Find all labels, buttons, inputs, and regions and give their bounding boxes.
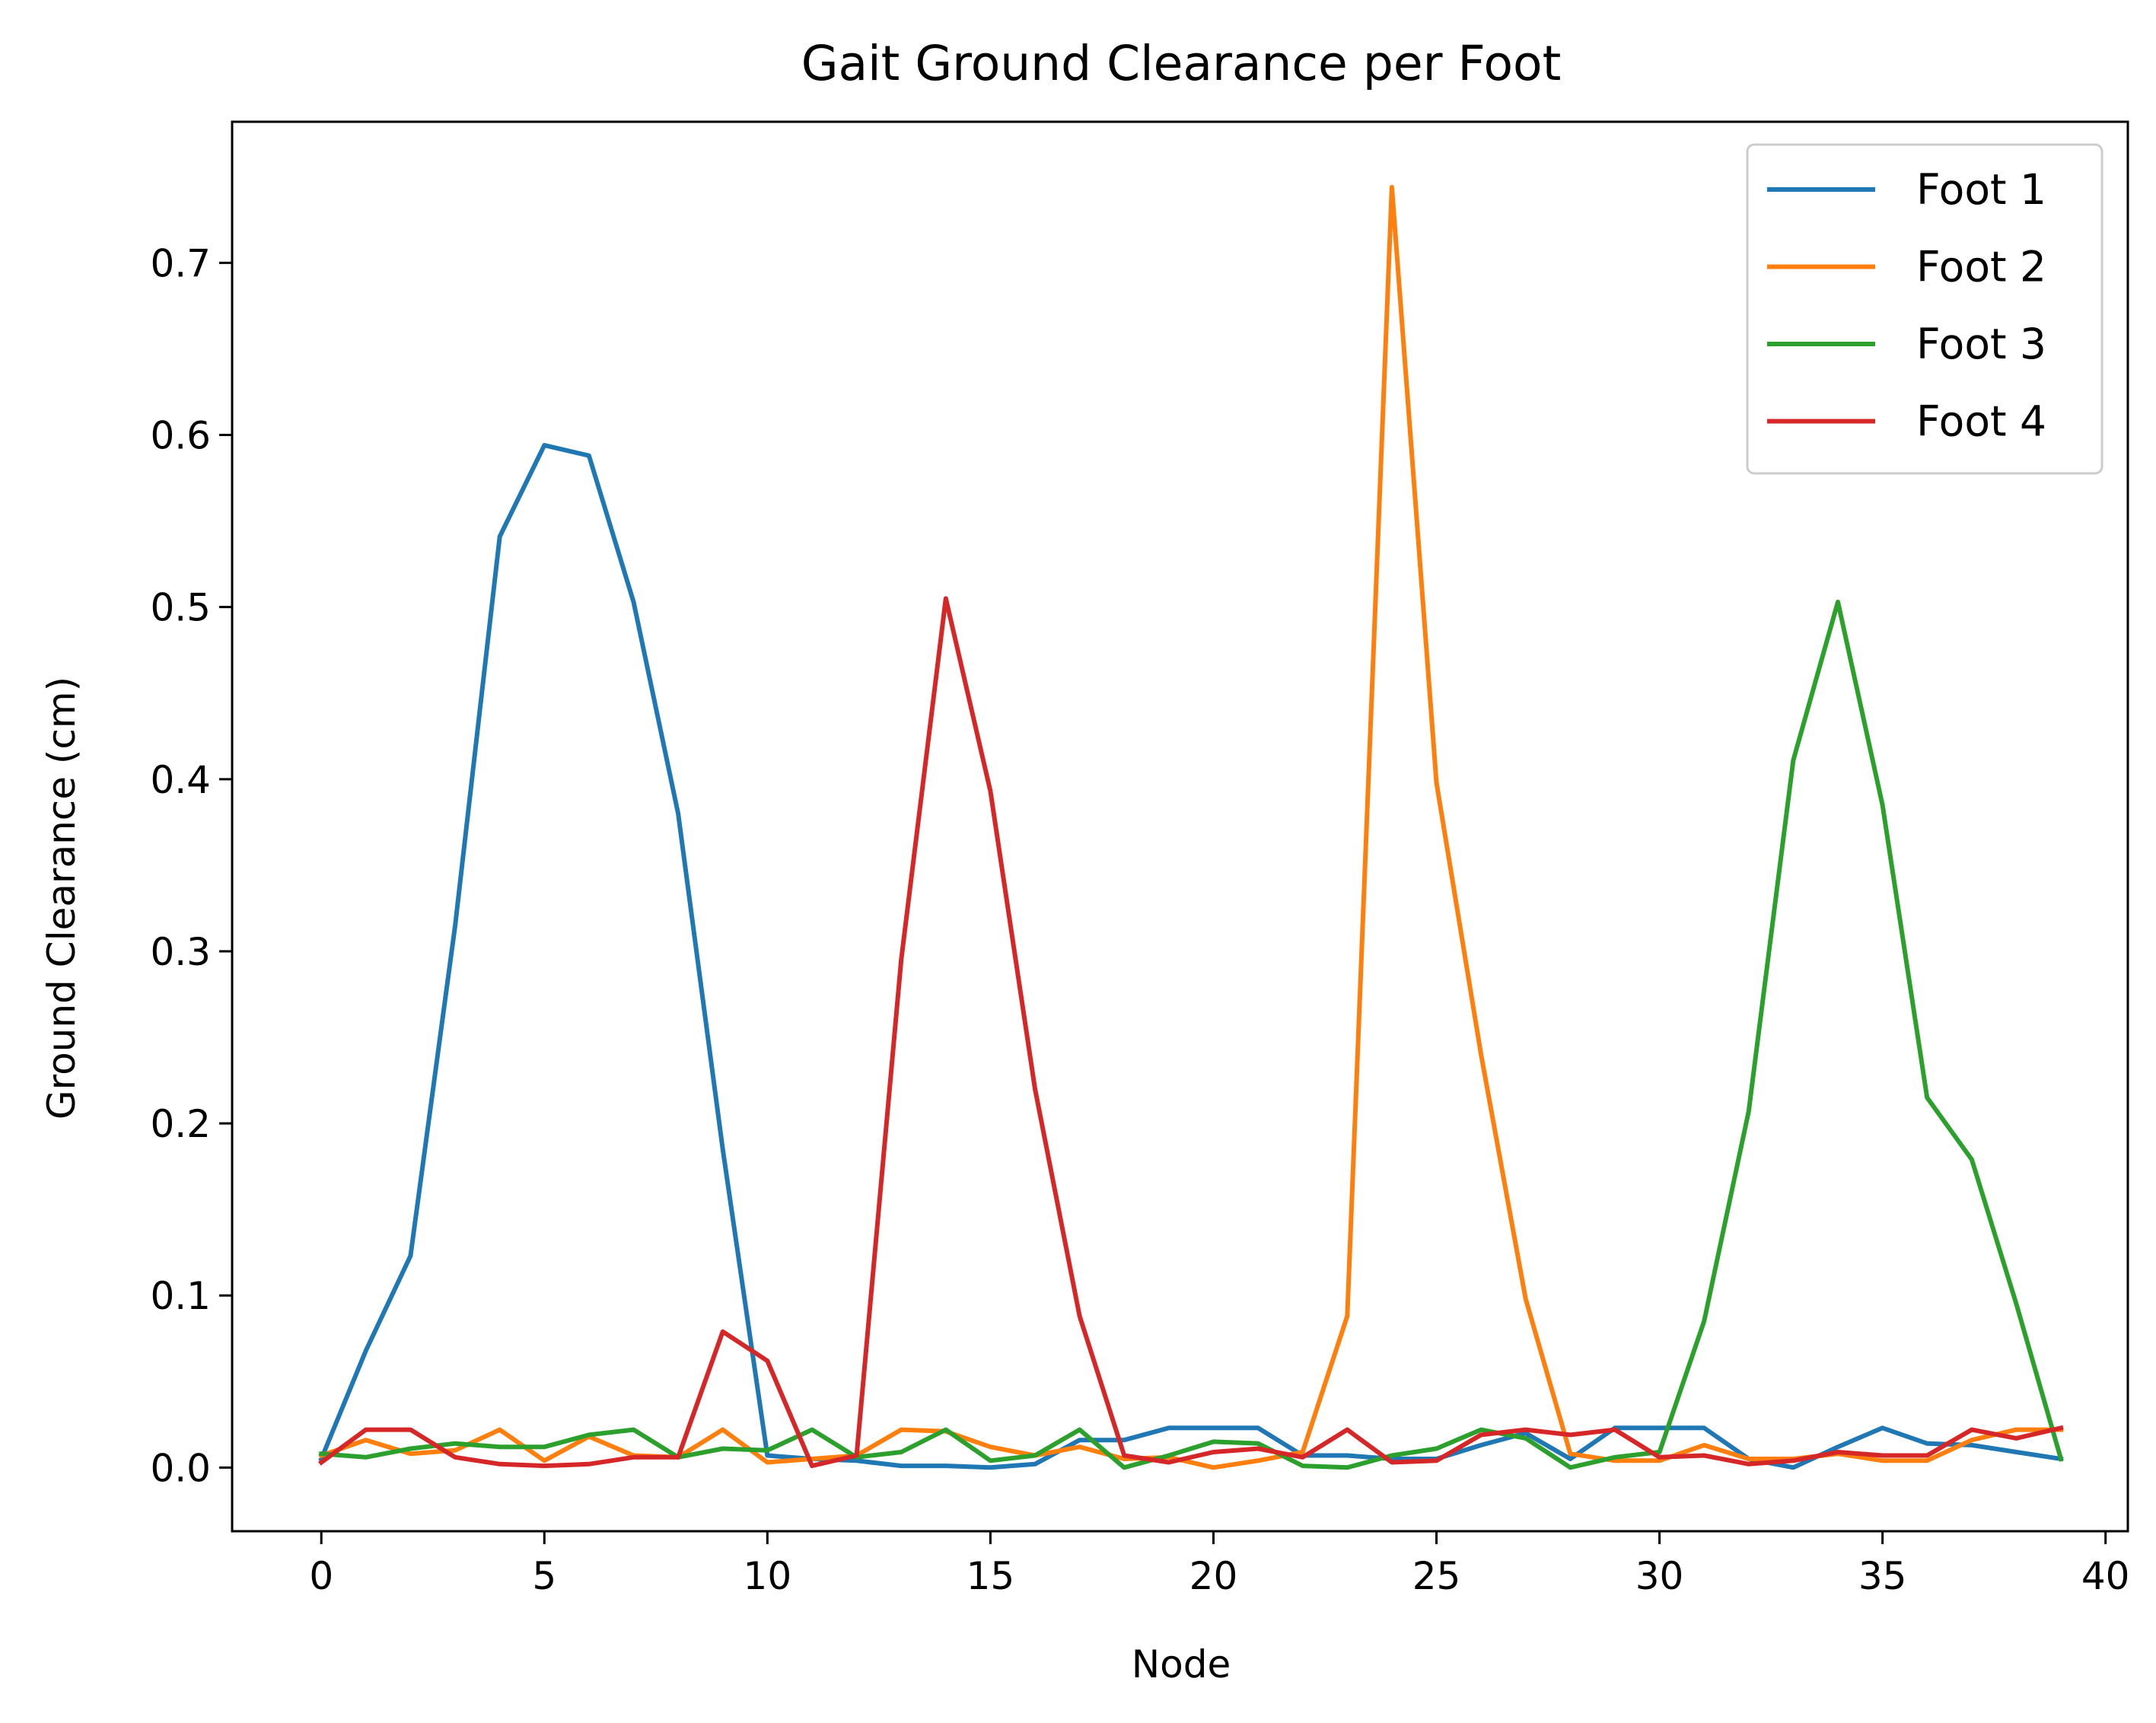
y-axis-title: Ground Clearance (cm)	[40, 677, 84, 1119]
y-axis-ticks: 0.0 0.1 0.2 0.3 0.4 0.5 0.6 0.7	[150, 241, 232, 1490]
series-line-foot-4	[318, 596, 2064, 1469]
x-tick-label: 40	[2081, 1554, 2130, 1598]
x-axis-ticks: 0 5 10 15 20 25 30 35 40	[309, 1531, 2130, 1598]
chart-title: Gait Ground Clearance per Foot	[801, 36, 1562, 91]
y-tick-label: 0.5	[150, 586, 211, 630]
series-line-foot-2	[318, 184, 2064, 1470]
x-tick-label: 25	[1412, 1554, 1461, 1598]
x-tick-label: 5	[532, 1554, 556, 1598]
y-tick-label: 0.0	[150, 1446, 211, 1490]
y-tick-label: 0.7	[150, 241, 211, 285]
legend-label: Foot 1	[1916, 165, 2046, 214]
y-tick-label: 0.1	[150, 1274, 211, 1318]
legend-label: Foot 2	[1916, 243, 2046, 291]
legend-label: Foot 3	[1916, 320, 2046, 368]
x-tick-label: 20	[1189, 1554, 1238, 1598]
plot-frame	[231, 120, 2129, 1533]
legend: Foot 1 Foot 2 Foot 3 Foot 4	[1746, 143, 2103, 475]
y-tick-label: 0.4	[150, 758, 211, 802]
x-tick-label: 10	[744, 1554, 792, 1598]
x-axis-title: Node	[1132, 1642, 1231, 1686]
legend-box	[1746, 143, 2103, 475]
series-line-foot-3	[318, 599, 2064, 1470]
x-tick-label: 30	[1635, 1554, 1684, 1598]
legend-label: Foot 4	[1916, 397, 2046, 446]
y-tick-label: 0.2	[150, 1102, 211, 1146]
x-tick-label: 35	[1858, 1554, 1907, 1598]
series-layer	[318, 184, 2064, 1470]
y-tick-label: 0.3	[150, 930, 211, 974]
x-tick-label: 0	[309, 1554, 333, 1598]
y-tick-label: 0.6	[150, 414, 211, 458]
x-tick-label: 15	[967, 1554, 1015, 1598]
